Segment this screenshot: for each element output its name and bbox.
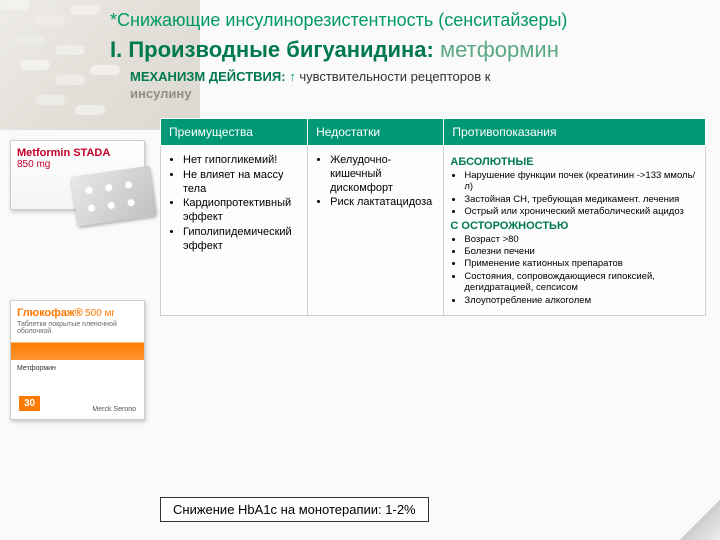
comparison-table: Преимущества Недостатки Противопоказания… (160, 118, 706, 316)
supertitle: *Снижающие инсулинорезистентность (сенси… (0, 0, 720, 35)
footer-note: Снижение HbA1c на монотерапии: 1-2% (160, 497, 429, 522)
contra-caution-head: С ОСТОРОЖНОСТЬЮ (450, 220, 699, 232)
cell-advantages: Нет гипогликемий!Не влияет на массу тела… (161, 146, 308, 316)
blister-icon (71, 166, 157, 227)
contra-caution-item: Злоупотребление алкоголем (464, 295, 699, 306)
contra-caution-item: Состояния, сопровождающиеся гипоксией, д… (464, 271, 699, 294)
advantage-item: Кардиопротективный эффект (183, 197, 301, 225)
glucophage-pack: Глюкофаж® 500 мг Таблетки покрытые плено… (10, 300, 145, 420)
cell-disadvantages: Желудочно-кишечный дискомфортРиск лактат… (308, 146, 444, 316)
glucophage-ingredient: Метформин (17, 365, 138, 372)
advantage-item: Не влияет на массу тела (183, 169, 301, 197)
mechanism-text: чувствительности рецепторов к (299, 69, 490, 84)
page-curl-icon (680, 500, 720, 540)
contra-absolute-item: Застойная СН, требующая медикамент. лече… (464, 194, 699, 205)
table-header-row: Преимущества Недостатки Противопоказания (161, 119, 706, 146)
advantage-item: Нет гипогликемий! (183, 154, 301, 168)
contra-absolute-item: Нарушение функции почек (креатинин ->133… (464, 170, 699, 193)
disadvantage-item: Желудочно-кишечный дискомфорт (330, 154, 437, 195)
th-contra: Противопоказания (444, 119, 706, 146)
title-prefix: I. Производные бигуанидина: (110, 37, 434, 62)
glucophage-name: Глюкофаж® (17, 307, 83, 319)
contra-caution-item: Применение катионных препаратов (464, 258, 699, 269)
disadvantage-item: Риск лактатацидоза (330, 196, 437, 210)
main-title: I. Производные бигуанидина: метформин (0, 35, 720, 69)
contra-absolute-head: АБСОЛЮТНЫЕ (450, 156, 699, 168)
th-disadvantages: Недостатки (308, 119, 444, 146)
mechanism-line: МЕХАНИЗМ ДЕЙСТВИЯ: ↑ чувствительности ре… (0, 69, 720, 86)
mechanism-label: МЕХАНИЗМ ДЕЙСТВИЯ: (130, 69, 286, 84)
th-advantages: Преимущества (161, 119, 308, 146)
title-drug: метформин (440, 37, 559, 62)
cell-contra: АБСОЛЮТНЫЕ Нарушение функции почек (креа… (444, 146, 706, 316)
glucophage-product-image: Глюкофаж® 500 мг Таблетки покрытые плено… (10, 300, 145, 450)
up-arrow-icon: ↑ (289, 69, 296, 84)
contra-caution-item: Болезни печени (464, 246, 699, 257)
glucophage-qty: 30 (19, 396, 40, 411)
glucophage-sub: Таблетки покрытые пленочной оболочкой (17, 321, 138, 335)
metformin-dose: 850 mg (17, 159, 138, 170)
contra-absolute-item: Острый или хронический метаболический ац… (464, 206, 699, 217)
contra-caution-item: Возраст >80 (464, 234, 699, 245)
glucophage-maker: Merck Serono (92, 406, 136, 413)
metformin-product-image: Metformin STADA 850 mg (10, 140, 145, 260)
metformin-name: Metformin STADA (17, 147, 138, 159)
glucophage-dose: 500 мг (85, 308, 115, 319)
metformin-pack: Metformin STADA 850 mg (10, 140, 145, 210)
table-row: Нет гипогликемий!Не влияет на массу тела… (161, 146, 706, 316)
advantage-item: Гиполипидемический эффект (183, 226, 301, 254)
